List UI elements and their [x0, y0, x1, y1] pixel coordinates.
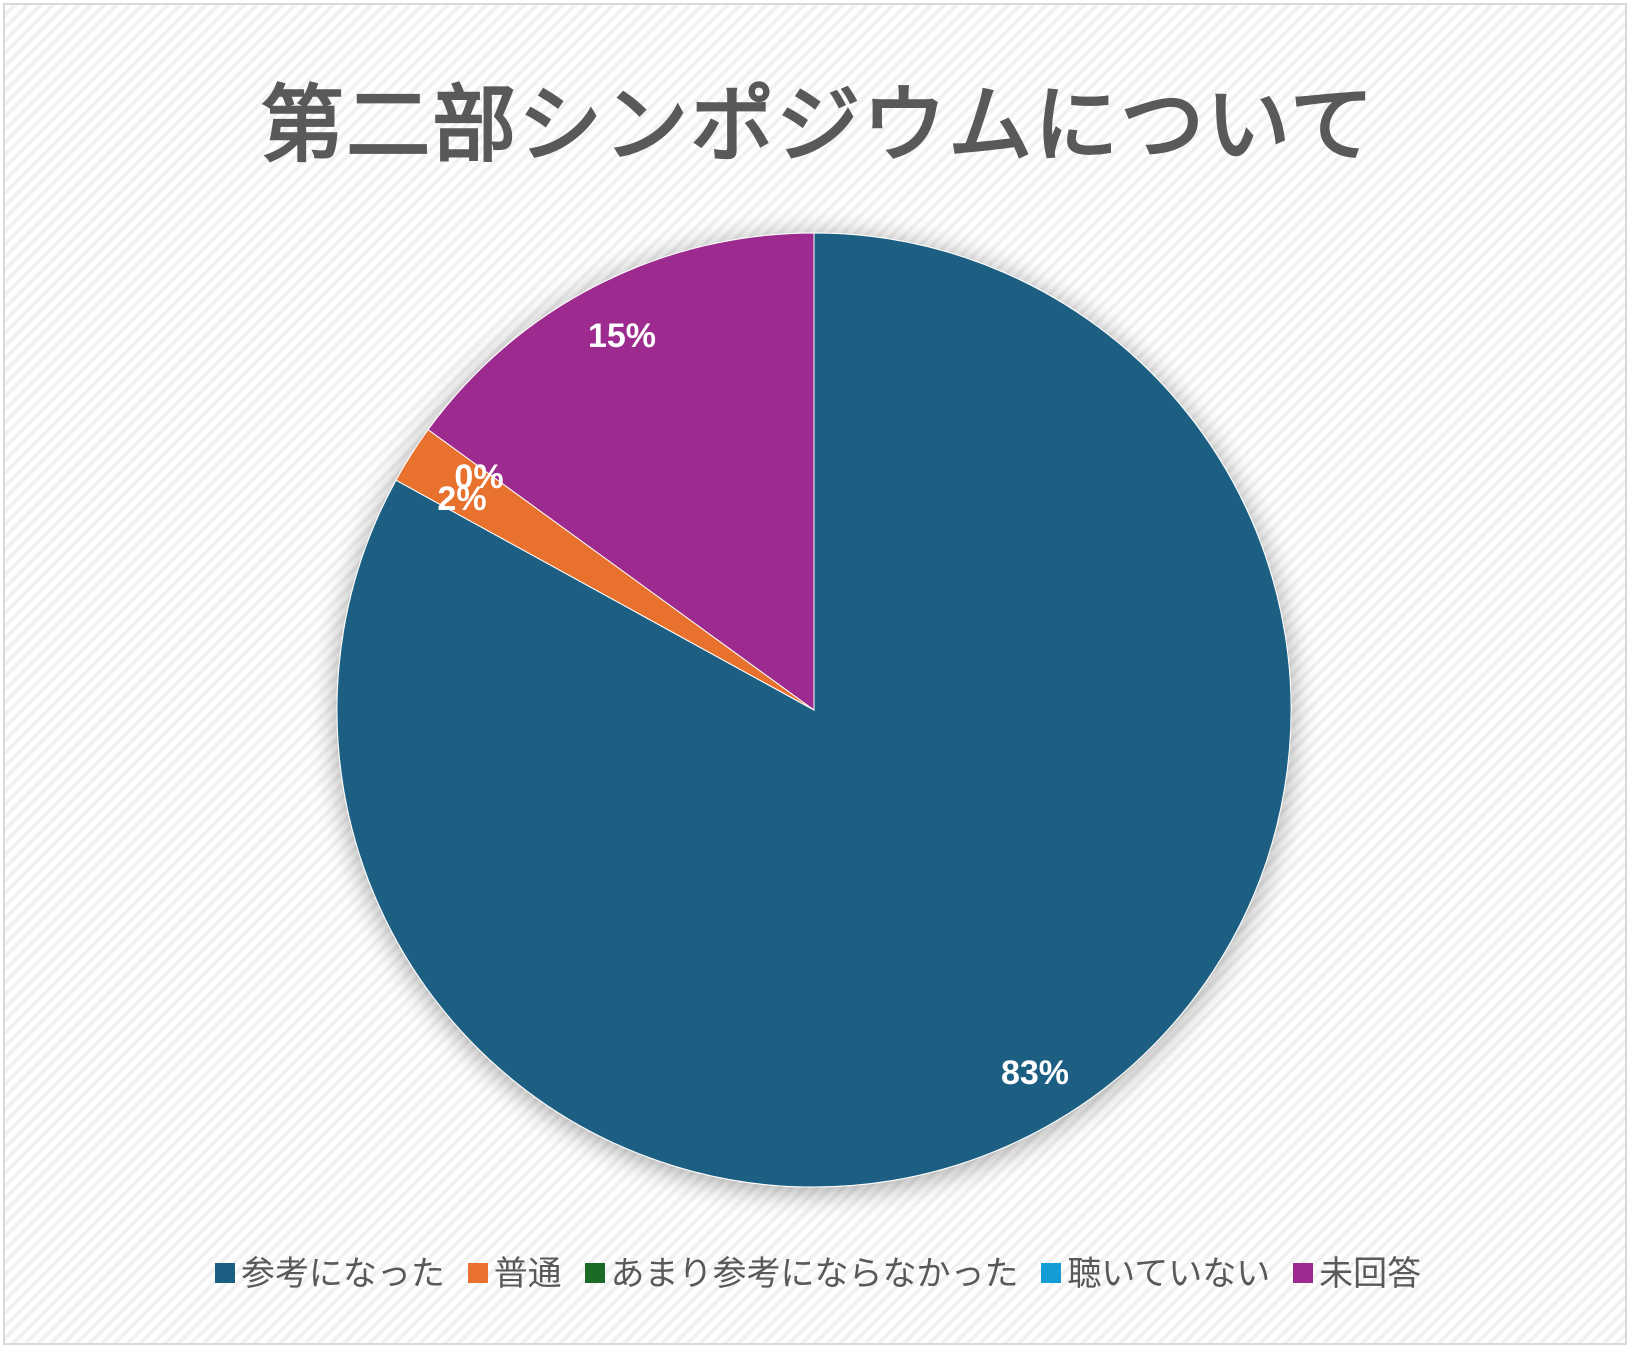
legend: 参考になった 普通 あまり参考にならなかった 聴いていない 未回答	[0, 1246, 1636, 1295]
pie-slice	[427, 232, 815, 711]
data-label-futsuu: 2%	[437, 480, 486, 518]
legend-item-futsuu: 普通	[467, 1246, 562, 1295]
legend-item-sankou: 参考になった	[214, 1246, 445, 1295]
swatch-icon	[214, 1263, 235, 1283]
data-label-amari: 0%	[454, 458, 503, 496]
pie-slice	[336, 232, 1292, 1188]
legend-item-kiiteinai: 聴いていない	[1041, 1246, 1270, 1295]
chart-title: 第二部シンポジウムについて	[260, 76, 1376, 174]
data-label-sankou: 83%	[1001, 1054, 1069, 1092]
swatch-icon	[584, 1263, 605, 1283]
swatch-icon	[1041, 1263, 1062, 1283]
legend-item-mikaitou: 未回答	[1293, 1246, 1421, 1295]
swatch-icon	[1293, 1263, 1314, 1283]
legend-item-amari: あまり参考にならなかった	[584, 1246, 1019, 1295]
data-label-mikaitou: 15%	[588, 317, 656, 355]
swatch-icon	[467, 1263, 488, 1283]
